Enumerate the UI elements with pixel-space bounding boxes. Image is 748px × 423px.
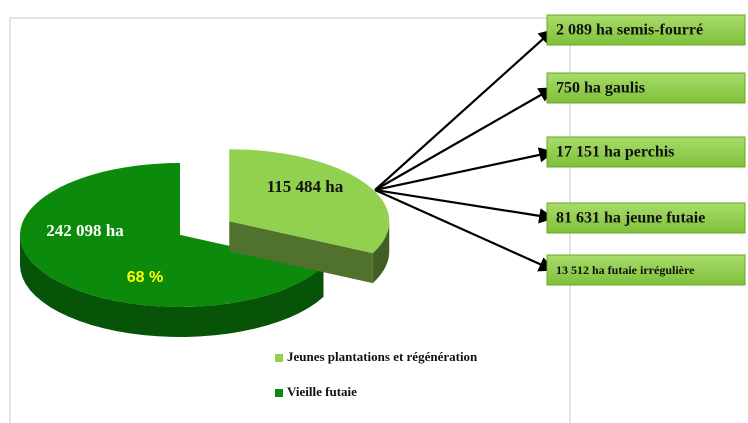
legend-label: Jeunes plantations et régénération	[287, 349, 478, 364]
slice-wall	[372, 221, 390, 284]
slice-top	[229, 149, 390, 254]
breakdown-label: 2 089 ha semis-fourré	[556, 22, 703, 39]
slice-value-label: 115 484 ha	[267, 177, 344, 196]
breakdown-label: 13 512 ha futaie irrégulière	[556, 263, 695, 277]
arrow	[374, 188, 555, 272]
breakdown-box	[546, 136, 746, 168]
breakdown-box	[546, 254, 746, 286]
slice-top	[20, 163, 324, 307]
pie-slice	[20, 163, 324, 337]
slice-value-label: 242 098 ha	[46, 221, 124, 240]
breakdown-box	[546, 14, 746, 46]
legend-label: Vieille futaie	[287, 384, 357, 399]
legend-swatch	[275, 389, 283, 397]
arrow	[374, 87, 555, 191]
slice-wall	[20, 235, 324, 337]
breakdown-label: 17 151 ha perchis	[556, 144, 674, 161]
arrow	[374, 28, 555, 191]
breakdown-box	[546, 202, 746, 234]
slice-cut-face	[229, 221, 373, 284]
legend-swatch	[275, 354, 283, 362]
breakdown-label: 750 ha gaulis	[556, 80, 645, 97]
arrow	[374, 188, 555, 224]
breakdown-label: 81 631 ha jeune futaie	[556, 210, 705, 227]
breakdown-box	[546, 72, 746, 104]
slice-percent-label: 68 %	[127, 269, 163, 286]
pie-slice	[229, 149, 390, 284]
arrow	[374, 147, 555, 192]
